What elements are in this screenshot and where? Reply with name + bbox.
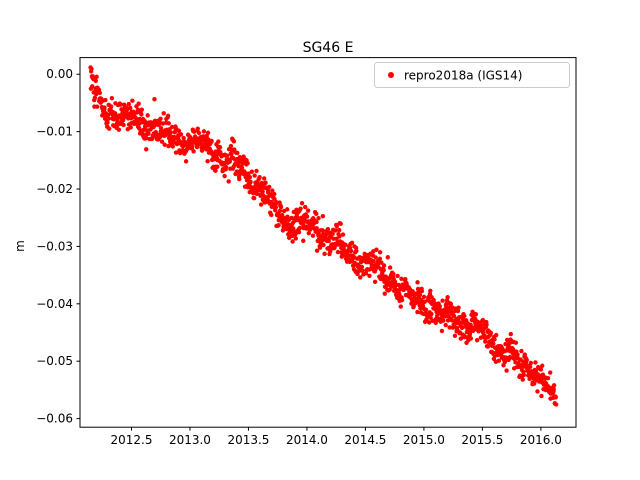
x-tick-label: 2014.5: [344, 433, 386, 447]
y-tick-label: −0.04: [36, 297, 73, 311]
x-tick-label: 2013.5: [227, 433, 269, 447]
y-tick-label: −0.03: [36, 239, 73, 253]
x-tick-label: 2015.0: [403, 433, 445, 447]
x-tick-label: 2013.0: [169, 433, 211, 447]
y-tick-label: −0.06: [36, 412, 73, 426]
legend-marker-icon: [388, 72, 394, 78]
scatter-points: [88, 65, 559, 407]
y-axis-ticks: 0.00 −0.01 −0.02 −0.03 −0.04 −0.05 −0.06: [36, 67, 80, 426]
x-tick-label: 2012.5: [110, 433, 152, 447]
x-axis-ticks: 2012.5 2013.0 2013.5 2014.0 2014.5 2015.0 2015…: [110, 427, 562, 447]
x-tick-label: 2015.5: [461, 433, 503, 447]
legend-label: repro2018a (IGS14): [404, 69, 522, 83]
axes-spines: [79, 57, 577, 428]
y-tick-label: 0.00: [46, 67, 73, 81]
plot-area: 2012.5 2013.0 2013.5 2014.0 2014.5 2015.0 2015…: [36, 57, 577, 447]
y-tick-label: −0.05: [36, 354, 73, 368]
x-tick-label: 2014.0: [286, 433, 328, 447]
x-tick-label: 2016.0: [520, 433, 562, 447]
chart-title: SG46 E: [303, 40, 354, 56]
y-tick-label: −0.01: [36, 125, 73, 139]
legend-box: [374, 62, 570, 88]
legend: repro2018a (IGS14): [374, 62, 570, 88]
y-axis-label: m: [13, 240, 27, 252]
y-tick-label: −0.02: [36, 182, 73, 196]
